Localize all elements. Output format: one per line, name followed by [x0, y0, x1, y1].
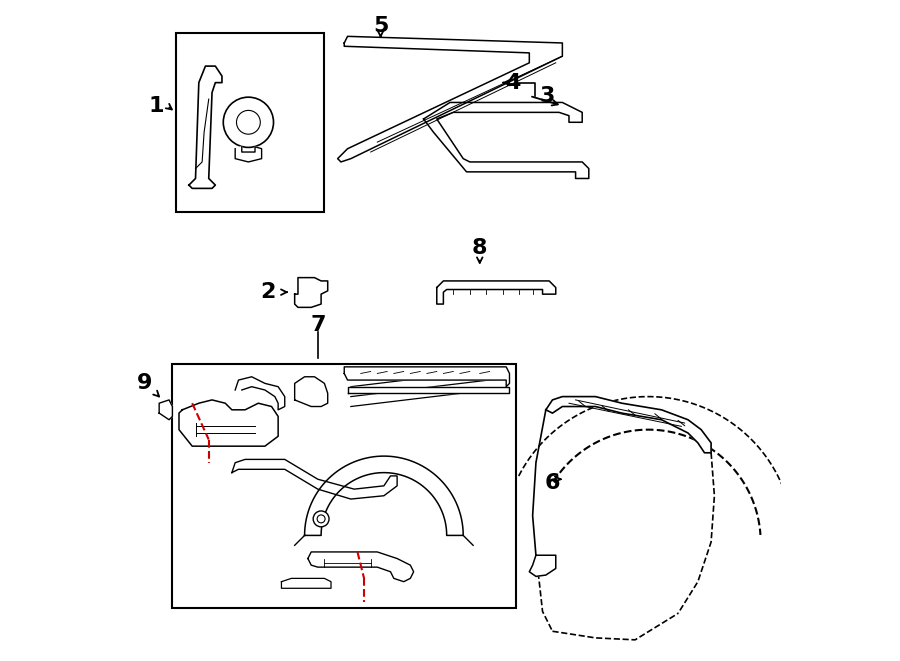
Polygon shape: [235, 147, 262, 162]
Polygon shape: [294, 377, 328, 407]
Text: 1: 1: [148, 96, 164, 116]
Text: 4: 4: [505, 73, 520, 93]
Circle shape: [313, 511, 329, 527]
Polygon shape: [159, 400, 173, 420]
Polygon shape: [436, 281, 556, 304]
Polygon shape: [529, 555, 556, 576]
Polygon shape: [189, 66, 222, 188]
Circle shape: [237, 110, 260, 134]
Text: 7: 7: [310, 315, 326, 335]
Text: 2: 2: [260, 282, 276, 302]
Polygon shape: [344, 367, 509, 387]
Polygon shape: [294, 278, 328, 307]
Polygon shape: [338, 36, 562, 162]
Polygon shape: [424, 102, 589, 178]
Text: 9: 9: [137, 373, 152, 393]
Bar: [176, 33, 324, 212]
Circle shape: [223, 97, 274, 147]
Polygon shape: [232, 459, 397, 499]
Text: 6: 6: [544, 473, 560, 492]
Bar: [173, 364, 516, 608]
Text: 8: 8: [472, 238, 488, 258]
Text: 5: 5: [373, 17, 388, 36]
Polygon shape: [282, 578, 331, 588]
Circle shape: [317, 515, 325, 523]
Text: 3: 3: [539, 86, 554, 106]
Polygon shape: [304, 456, 464, 535]
Polygon shape: [545, 397, 711, 453]
Polygon shape: [179, 400, 278, 446]
Polygon shape: [347, 387, 509, 393]
Polygon shape: [308, 552, 414, 582]
